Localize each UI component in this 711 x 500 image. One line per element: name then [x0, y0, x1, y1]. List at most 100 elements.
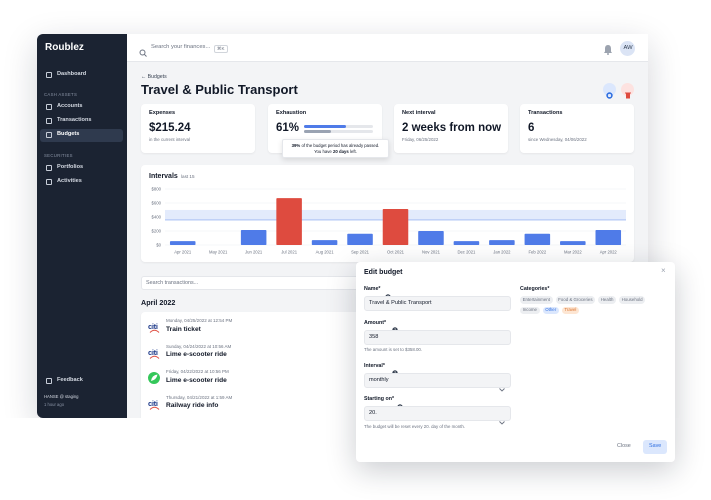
- input-value[interactable]: 358: [369, 333, 379, 340]
- stat-card: [141, 104, 255, 153]
- category-chip[interactable]: Food & Groceries: [555, 296, 596, 304]
- field-label: Categories*: [520, 286, 550, 292]
- x-tick-label: Feb 2022: [528, 250, 546, 255]
- chevron-svg: [499, 421, 505, 425]
- bar: [169, 241, 196, 245]
- transaction-title[interactable]: Train ticket: [166, 325, 201, 333]
- tooltip-line: 39% of the budget period has already pas…: [283, 143, 388, 149]
- sidebar: [37, 34, 127, 418]
- lime-logo-svg: [148, 372, 160, 384]
- avatar[interactable]: [620, 41, 635, 56]
- category-chip[interactable]: Household: [619, 296, 646, 304]
- chevron-svg: [499, 387, 505, 392]
- bar: [489, 240, 515, 245]
- transaction-search-placeholder[interactable]: Search transactions...: [146, 279, 199, 286]
- stat-value: 61%: [276, 122, 300, 134]
- x-tick-label: Oct 2021: [387, 250, 405, 255]
- category-chip[interactable]: Health: [598, 296, 617, 304]
- group-heading: April 2022: [141, 297, 176, 307]
- shortcut: ⌘K: [214, 44, 228, 53]
- input-value[interactable]: monthly: [369, 376, 389, 383]
- nav-item[interactable]: Accounts: [57, 102, 83, 109]
- category-chip[interactable]: Entertainment: [520, 296, 553, 304]
- logo-arc: [148, 346, 161, 359]
- bar: [382, 208, 409, 245]
- gear-icon-svg: [606, 92, 613, 99]
- help-icon: ?: [392, 363, 398, 376]
- input-value[interactable]: Travel & Public Transport: [369, 300, 432, 306]
- nav-item[interactable]: Transactions: [57, 116, 92, 123]
- x-tick-label: Aug 2021: [316, 250, 335, 255]
- nav-icon: [46, 165, 52, 171]
- save-button[interactable]: [643, 440, 667, 454]
- search-icon: [139, 44, 147, 57]
- gear-icon: [606, 86, 613, 99]
- back-link[interactable]: ← Budgets: [141, 74, 167, 80]
- x-tick-label: Apr 2022: [600, 250, 618, 255]
- stat-label: Exhaustion: [276, 110, 307, 116]
- chevron: [499, 412, 505, 425]
- close-button[interactable]: Close: [617, 443, 631, 449]
- x-tick-label: Nov 2021: [422, 250, 441, 255]
- category-chip[interactable]: Travel: [561, 306, 579, 315]
- nav-item[interactable]: Budgets: [57, 130, 80, 137]
- bar: [453, 241, 480, 245]
- progress-track: [304, 130, 373, 133]
- nav-item[interactable]: Portfolios: [57, 163, 84, 170]
- stat-label: Transactions: [528, 110, 563, 116]
- bar: [347, 233, 373, 245]
- updated: 1 hour ago: [44, 402, 65, 407]
- transaction-title[interactable]: Railway ride info: [166, 402, 219, 409]
- input[interactable]: [364, 406, 511, 421]
- input[interactable]: [364, 372, 511, 388]
- y-tick-label: $800: [151, 187, 161, 192]
- transaction-date: Friday, 04/22/2022 at 10:56 PM: [166, 369, 229, 374]
- stat-note: in the current interval: [149, 137, 190, 142]
- bar: [560, 241, 586, 245]
- transaction-date: Thursday, 04/21/2022 at 1:59 AM: [166, 394, 233, 400]
- nav-icon: [46, 132, 52, 138]
- nav-item[interactable]: Dashboard: [57, 70, 87, 77]
- stat-label: Next interval: [402, 110, 436, 116]
- delete-button[interactable]: [621, 83, 634, 96]
- stat-note: Friday, 06/25/2022: [402, 137, 439, 142]
- search-input[interactable]: Search your finances...: [151, 44, 211, 50]
- modal-close-x[interactable]: ×: [661, 266, 666, 275]
- transaction-title[interactable]: Lime e-scooter ride: [166, 351, 227, 358]
- stat-card: [394, 104, 508, 153]
- transaction-date: Monday, 04/25/2022 at 12:54 PM: [166, 318, 233, 323]
- environment: HANSE @ staging: [44, 394, 79, 399]
- x-tick-label: Sep 2021: [351, 250, 370, 255]
- stat-note: since Wednesday, 04/06/2022: [528, 137, 587, 142]
- stat-label: Expenses: [149, 110, 176, 116]
- nav-item[interactable]: Feedback: [57, 376, 83, 383]
- nav-icon: [46, 104, 52, 110]
- tooltip-text: left.: [348, 149, 357, 154]
- x-tick-label: May 2021: [209, 250, 228, 255]
- input-value[interactable]: 20.: [369, 410, 377, 416]
- avatar-initials: AW: [623, 44, 633, 51]
- tooltip-text: 39%: [291, 143, 301, 148]
- help-icon: ?: [385, 287, 391, 300]
- input[interactable]: [364, 329, 511, 345]
- x-tick-label: Jul 2021: [281, 250, 298, 255]
- category-chip[interactable]: Other: [542, 306, 559, 315]
- nav-item[interactable]: Activities: [57, 177, 82, 184]
- input[interactable]: [364, 296, 511, 311]
- bank-logo: citi: [148, 398, 158, 408]
- save-label[interactable]: Save: [649, 443, 662, 449]
- stat-value: $215.24: [149, 122, 191, 134]
- bar: [418, 231, 444, 245]
- field-label: Starting on*: [364, 396, 395, 402]
- chevron: [499, 379, 505, 392]
- x-tick-label: Jun 2021: [245, 250, 263, 255]
- x-tick-label: Dec 2021: [457, 250, 476, 255]
- field-label: Amount*: [364, 319, 387, 326]
- trash-icon: [624, 86, 631, 99]
- transaction-title[interactable]: Lime e-scooter ride: [166, 376, 227, 384]
- logo-arc-svg: [149, 406, 160, 410]
- section-heading: SECURITIES: [44, 153, 73, 158]
- edit-button[interactable]: [603, 83, 616, 96]
- category-chips: Entertainment Food & Groceries Health House…: [520, 296, 660, 315]
- category-chip[interactable]: Income: [520, 306, 540, 315]
